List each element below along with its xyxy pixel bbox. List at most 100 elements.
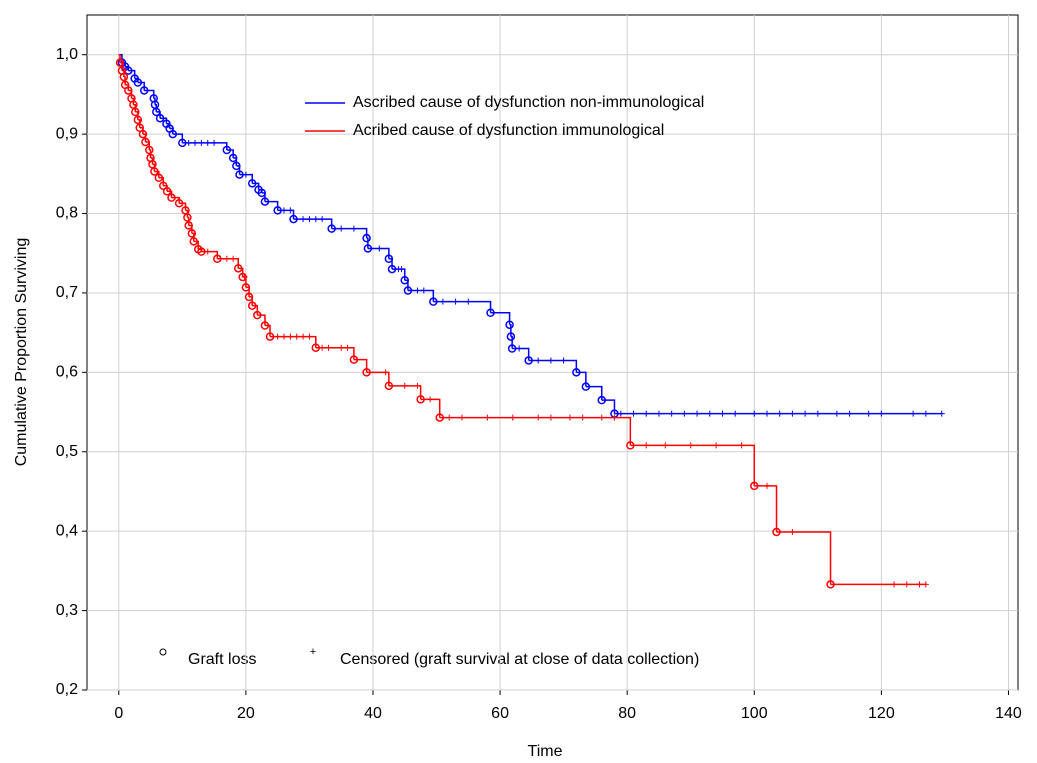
step-segment — [191, 232, 195, 242]
censor-marker — [938, 410, 945, 417]
step-segment — [585, 385, 603, 401]
event-marker — [362, 368, 371, 377]
step-segment — [152, 163, 156, 172]
event-marker — [416, 395, 425, 404]
step-segment — [150, 157, 154, 165]
step-segment — [353, 358, 368, 373]
censor-marker — [579, 414, 586, 421]
event-marker — [363, 244, 373, 253]
censor-marker — [630, 410, 637, 417]
step-segment — [160, 117, 168, 124]
event-marker — [362, 233, 371, 243]
step-segment — [776, 531, 832, 585]
event-marker — [289, 214, 298, 224]
event-marker — [131, 107, 140, 117]
event-marker — [241, 283, 251, 292]
event-marker — [435, 413, 444, 422]
censor-marker — [535, 414, 542, 421]
event-marker — [155, 113, 165, 123]
censor-marker — [713, 442, 720, 449]
step-segment — [123, 76, 126, 85]
y-tick-label: 0,4 — [56, 522, 78, 539]
censor-marker — [789, 528, 796, 535]
event-marker — [327, 224, 336, 233]
censor-marker — [789, 410, 796, 417]
step-segment — [149, 149, 152, 158]
step-segment — [137, 119, 141, 128]
censor-marker — [509, 414, 516, 421]
y-tick-label: 0,9 — [56, 125, 78, 142]
step-segment — [366, 237, 369, 249]
step-segment — [120, 61, 123, 71]
step-segment — [576, 371, 587, 387]
event-marker — [124, 86, 133, 95]
censor-marker — [535, 357, 542, 364]
legend-label: Ascribed cause of dysfunction non-immuno… — [353, 94, 704, 111]
step-segment — [293, 218, 333, 229]
censor-marker — [719, 410, 726, 417]
step-segment — [270, 335, 317, 348]
x-tick-label: 40 — [364, 705, 382, 722]
event-marker — [581, 382, 591, 391]
step-segment — [135, 111, 139, 120]
censor-marker — [643, 442, 650, 449]
step-segment — [154, 170, 160, 178]
censor-marker — [350, 225, 357, 232]
censor-marker — [694, 410, 701, 417]
step-segment — [158, 177, 165, 186]
censor-marker — [293, 333, 300, 340]
censor-marker — [833, 410, 840, 417]
event-marker — [189, 237, 199, 246]
step-segment — [331, 227, 368, 239]
step-segment — [510, 335, 513, 349]
event-marker — [626, 441, 635, 450]
censor-marker — [465, 298, 472, 305]
plot-frame — [86, 14, 1019, 691]
censor-marker — [325, 344, 332, 351]
censor-marker — [192, 139, 199, 146]
x-tick-label: 20 — [237, 705, 255, 722]
event-marker — [115, 58, 125, 67]
step-segment — [388, 385, 422, 400]
event-marker — [429, 297, 438, 306]
event-marker — [247, 179, 257, 188]
censor-marker — [916, 581, 923, 588]
event-marker — [187, 229, 197, 238]
event-marker — [265, 332, 275, 341]
censor-marker — [922, 581, 929, 588]
censor-marker — [281, 333, 288, 340]
step-segment — [754, 485, 778, 532]
censor-marker — [414, 287, 421, 294]
event-marker — [505, 320, 514, 329]
censor-marker — [401, 382, 408, 389]
step-segment — [172, 133, 184, 143]
y-tick-label: 0,8 — [56, 205, 78, 222]
censor-marker — [910, 410, 917, 417]
x-tick-label: 120 — [868, 705, 895, 722]
event-marker — [152, 107, 161, 117]
y-tick-label: 0,2 — [56, 681, 78, 698]
event-marker — [506, 332, 516, 341]
step-segment — [226, 149, 234, 158]
step-segment — [121, 69, 125, 77]
censor-marker — [516, 345, 523, 352]
legend-label: Acribed cause of dysfunction immunologic… — [353, 122, 664, 139]
event-marker — [184, 221, 193, 230]
event-marker — [247, 301, 257, 310]
censor-marker — [903, 581, 910, 588]
censor-marker — [211, 139, 218, 146]
event-marker — [154, 173, 164, 183]
censor-marker — [846, 410, 853, 417]
step-segment — [153, 97, 156, 105]
censor-marker — [312, 216, 319, 223]
x-tick-label: 0 — [114, 705, 123, 722]
censor-marker — [204, 248, 211, 255]
censor-marker — [319, 344, 326, 351]
step-segment — [131, 97, 135, 105]
censor-marker — [230, 255, 237, 262]
censor-marker — [306, 333, 313, 340]
legend-event-label: Graft loss — [188, 651, 256, 668]
step-segment — [137, 81, 145, 91]
